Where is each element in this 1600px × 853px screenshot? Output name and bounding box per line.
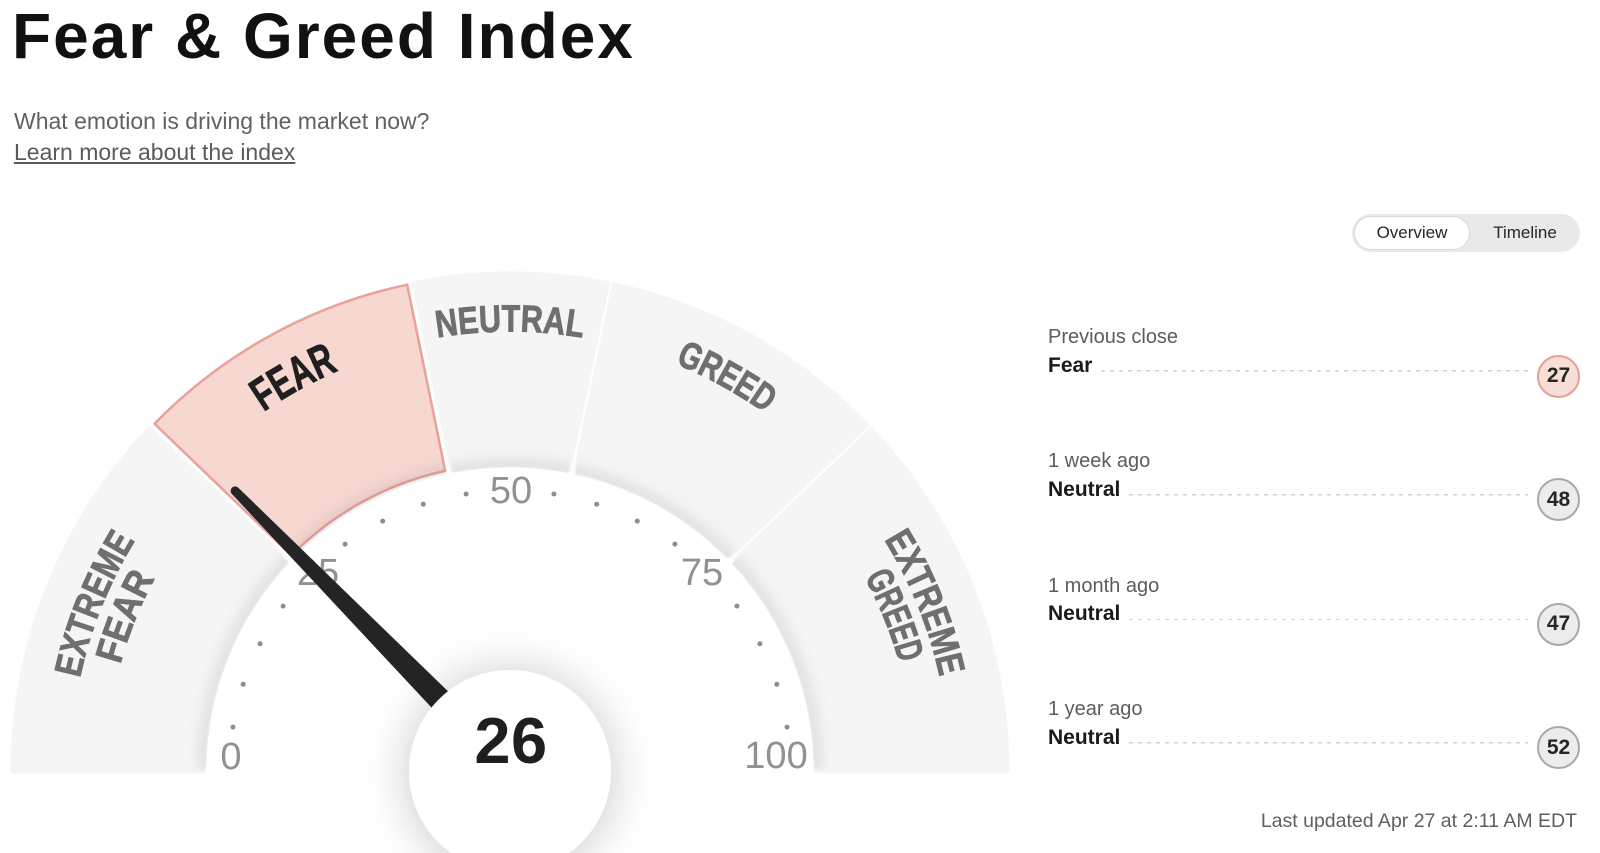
svg-text:50: 50 bbox=[490, 470, 532, 512]
svg-text:75: 75 bbox=[681, 552, 723, 594]
svg-text:26: 26 bbox=[474, 704, 547, 777]
svg-text:100: 100 bbox=[744, 735, 807, 777]
svg-text:0: 0 bbox=[220, 736, 241, 778]
svg-text:NEUTRAL: NEUTRAL bbox=[433, 299, 588, 347]
